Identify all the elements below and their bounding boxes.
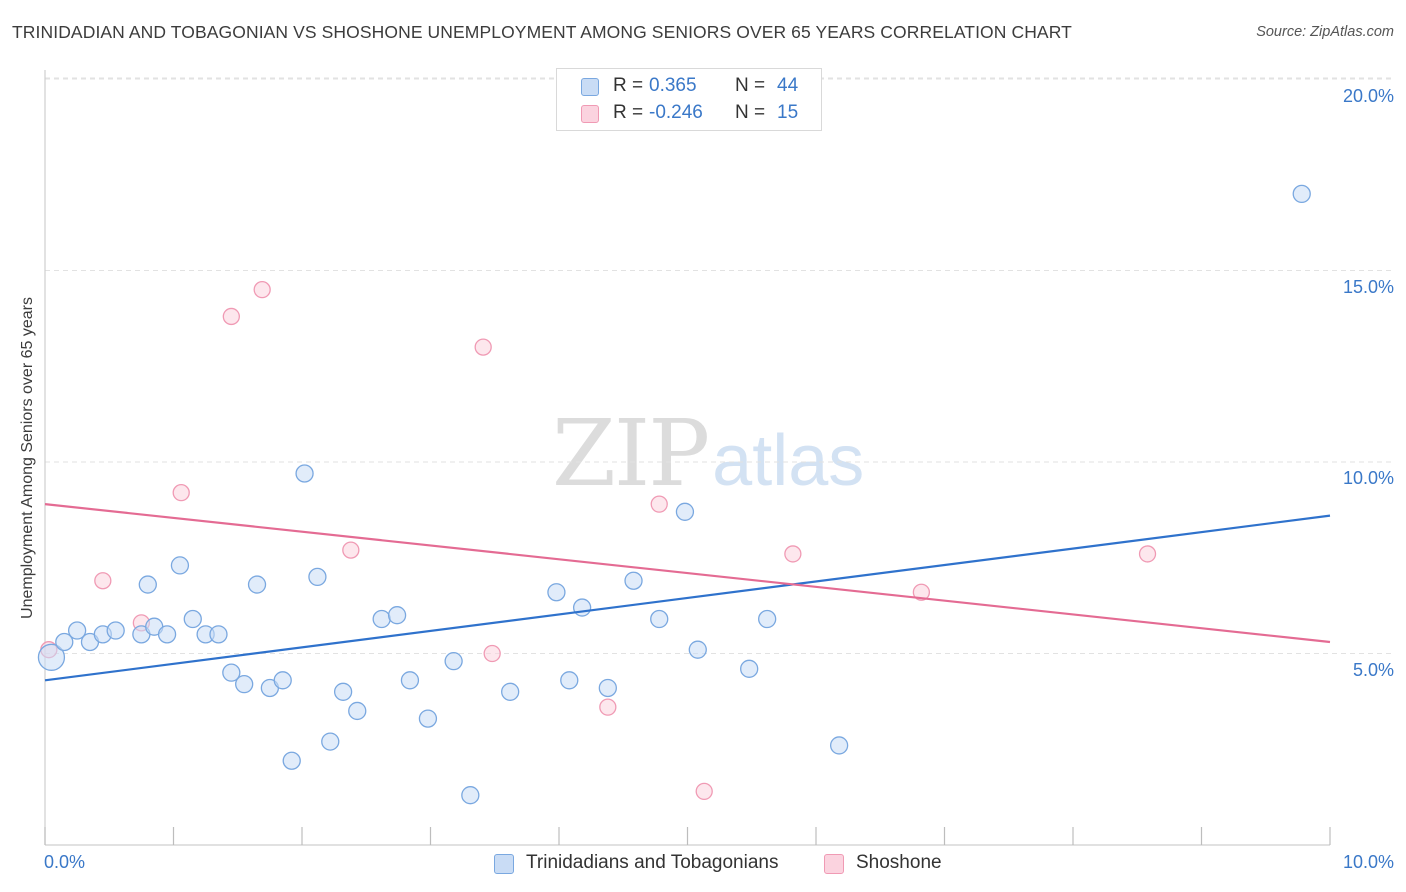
data-point-trinidadian: [138, 575, 157, 594]
data-point-trinidadian: [400, 671, 420, 690]
data-point-trinidadian: [624, 571, 643, 590]
data-point-trinidadian: [247, 575, 267, 594]
data-point-trinidadian: [273, 671, 292, 690]
legend-swatch-blue: [494, 854, 514, 874]
data-point-trinidadian: [67, 621, 87, 640]
data-point-trinidadian: [650, 609, 669, 629]
data-point-trinidadian: [675, 502, 695, 521]
gridlines: [45, 77, 1392, 654]
trend-lines: [44, 503, 1331, 682]
axes: [44, 70, 1331, 846]
y-tick-label-5: 5.0%: [1352, 660, 1394, 680]
data-point-trinidadian: [183, 609, 202, 629]
data-point-trinidadian: [37, 643, 66, 671]
legend-swatch-blue: [581, 78, 599, 96]
data-point-shoshone: [599, 698, 617, 716]
data-point-trinidadian: [235, 674, 254, 694]
data-point-shoshone: [474, 338, 492, 356]
data-point-trinidadian: [295, 464, 314, 483]
data-point-trinidadian: [282, 751, 301, 770]
data-point-trinidadian: [106, 621, 125, 640]
data-point-trinidadian: [308, 567, 327, 587]
data-point-shoshone: [172, 483, 190, 502]
y-tick-label-10: 10.0%: [1342, 468, 1394, 488]
source-credit: Source: ZipAtlas.com: [1256, 24, 1394, 40]
data-point-trinidadian: [157, 625, 177, 644]
data-point-shoshone: [1138, 545, 1157, 563]
legend-n-value: 44: [777, 75, 799, 96]
legend-swatch-pink: [824, 854, 844, 874]
y-tick-label-20: 20.0%: [1342, 86, 1394, 106]
data-point-trinidadian: [1292, 184, 1311, 204]
data-point-trinidadian: [598, 678, 617, 698]
trend-line-trinidadian: [44, 514, 1331, 682]
data-point-trinidadian: [321, 732, 340, 751]
legend-n-label: N =: [735, 75, 766, 96]
data-point-shoshone: [253, 280, 271, 299]
series-trinidadian-points: [37, 184, 1311, 805]
data-point-trinidadian: [418, 709, 438, 728]
legend-r-value: 0.365: [649, 75, 697, 96]
legend-label: Trinidadians and Tobagonians: [526, 852, 779, 873]
data-point-trinidadian: [55, 632, 74, 652]
y-tick-label-15: 15.0%: [1342, 277, 1394, 297]
x-tick-label-max: 10.0%: [1342, 852, 1394, 872]
data-point-trinidadian: [372, 609, 391, 629]
data-point-shoshone: [342, 541, 360, 559]
legend-swatch-pink: [581, 105, 599, 123]
chart-title: TRINIDADIAN AND TOBAGONIAN VS SHOSHONE U…: [12, 22, 1072, 42]
data-point-trinidadian: [547, 583, 566, 602]
legend-n-label: N =: [735, 102, 766, 123]
data-point-trinidadian: [209, 625, 228, 644]
data-point-trinidadian: [333, 682, 353, 701]
data-point-shoshone: [222, 307, 240, 326]
data-point-trinidadian: [829, 736, 849, 755]
trend-line-shoshone: [44, 503, 1331, 644]
correlation-legend: R = 0.365 N = 44 R = -0.246 N = 15: [556, 68, 822, 131]
series-shoshone-points: [40, 280, 1157, 801]
legend-r-value: -0.246: [649, 102, 703, 123]
data-point-shoshone: [912, 583, 931, 601]
data-point-trinidadian: [688, 640, 707, 659]
data-point-trinidadian: [501, 682, 520, 701]
legend-r-label: R =: [613, 102, 644, 123]
data-point-trinidadian: [572, 598, 592, 617]
data-point-trinidadian: [560, 671, 579, 690]
data-point-trinidadian: [348, 701, 367, 721]
data-point-trinidadian: [387, 606, 407, 625]
legend-label: Shoshone: [856, 852, 942, 873]
data-point-trinidadian: [740, 659, 759, 678]
x-tick-label-min: 0.0%: [44, 852, 86, 872]
data-point-trinidadian: [758, 609, 777, 629]
data-point-shoshone: [695, 782, 713, 801]
legend-n-value: 15: [777, 102, 799, 123]
data-point-shoshone: [650, 495, 668, 513]
data-point-trinidadian: [461, 786, 480, 805]
data-point-shoshone: [94, 572, 112, 590]
data-point-trinidadian: [222, 663, 241, 682]
data-point-shoshone: [483, 644, 501, 663]
legend-r-label: R =: [613, 75, 644, 96]
data-point-shoshone: [784, 545, 802, 563]
data-point-trinidadian: [444, 652, 463, 671]
data-point-trinidadian: [170, 556, 190, 575]
